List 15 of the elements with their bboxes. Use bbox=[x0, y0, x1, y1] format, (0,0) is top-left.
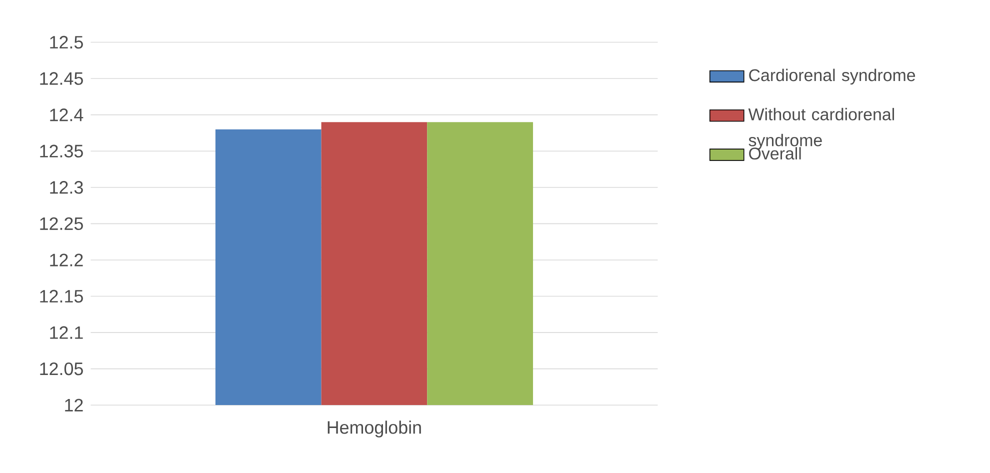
y-tick-label: 12.3 bbox=[50, 180, 83, 194]
legend-label: Cardiorenal syndrome bbox=[749, 68, 916, 84]
y-tick-label: 12.15 bbox=[40, 290, 83, 303]
y-tick-label: 12.4 bbox=[50, 108, 84, 122]
y-tick-label: 12.5 bbox=[50, 36, 83, 49]
legend-label: Without cardiorenal syndrome bbox=[748, 108, 894, 150]
legend-label: Overall bbox=[749, 147, 801, 160]
y-tick-label: 12.45 bbox=[40, 72, 83, 85]
y-tick-label: 12.1 bbox=[50, 326, 83, 339]
y-tick-label: 12.05 bbox=[40, 362, 83, 376]
x-tick-label: Hemoglobin bbox=[328, 420, 421, 438]
y-tick-label: 12 bbox=[65, 398, 83, 412]
y-tick-label: 12.2 bbox=[50, 254, 83, 266]
y-tick-label: 12.25 bbox=[40, 217, 83, 230]
y-tick-label: 12.35 bbox=[40, 144, 83, 158]
